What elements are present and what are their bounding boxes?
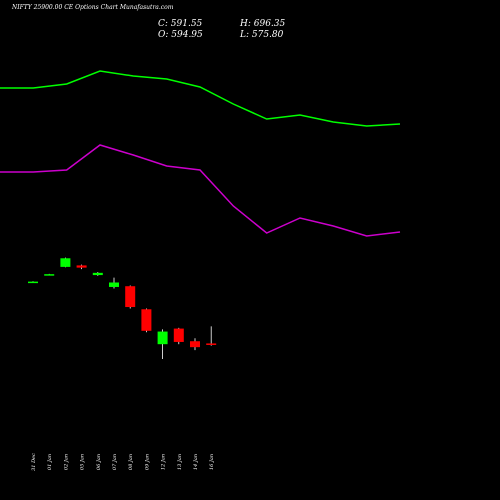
x-tick-label: 16 Jan	[209, 454, 215, 470]
candle-body	[141, 309, 152, 331]
candle-body	[76, 265, 87, 268]
upper-band-line	[0, 70, 401, 127]
close-label: C: 591.55	[158, 19, 203, 29]
candle-body	[28, 281, 38, 284]
x-tick-label: 07 Jan	[112, 454, 118, 470]
candle	[190, 338, 200, 351]
candle	[60, 257, 71, 268]
x-tick-label: 08 Jan	[128, 454, 134, 470]
candle-body	[92, 272, 103, 276]
candle-body	[190, 341, 200, 348]
x-tick-label: 06 Jan	[96, 454, 102, 470]
x-tick-label: 12 Jan	[161, 454, 167, 470]
candle	[28, 281, 38, 284]
candle-body	[109, 282, 119, 287]
low-label: L: 575.80	[239, 30, 284, 40]
candle-body	[60, 258, 71, 267]
candles	[28, 257, 217, 360]
open-label: O: 594.95	[158, 30, 203, 40]
candle	[125, 285, 136, 309]
candle-body	[157, 331, 168, 345]
candle	[173, 327, 184, 345]
high-label: H: 696.35	[239, 19, 286, 29]
bands	[0, 70, 401, 237]
candle	[76, 264, 87, 270]
candle	[206, 326, 217, 346]
x-axis-ticks: 31 Dec 01 Jan 02 Jan 05 Jan 06 Jan 07 Jan 08 J…	[31, 453, 215, 471]
x-tick-label: 05 Jan	[80, 454, 86, 470]
x-tick-label: 09 Jan	[144, 454, 150, 470]
x-tick-label: 02 Jan	[63, 454, 69, 470]
candle	[44, 273, 55, 276]
candle	[109, 277, 119, 289]
x-tick-label: 14 Jan	[193, 454, 199, 470]
candle	[157, 329, 168, 360]
lower-band-line	[0, 144, 401, 237]
candle-body	[173, 328, 184, 342]
x-tick-label: 31 Dec	[31, 453, 37, 471]
candle	[141, 308, 152, 333]
candle-body	[125, 286, 136, 308]
x-tick-label: 01 Jan	[47, 454, 53, 470]
x-tick-label: 13 Jan	[177, 454, 183, 470]
candle-body	[44, 274, 55, 276]
candle	[92, 272, 103, 276]
candle-body	[206, 343, 217, 345]
chart-title: NIFTY 25900.00 CE Options Chart Munafasu…	[11, 4, 174, 11]
